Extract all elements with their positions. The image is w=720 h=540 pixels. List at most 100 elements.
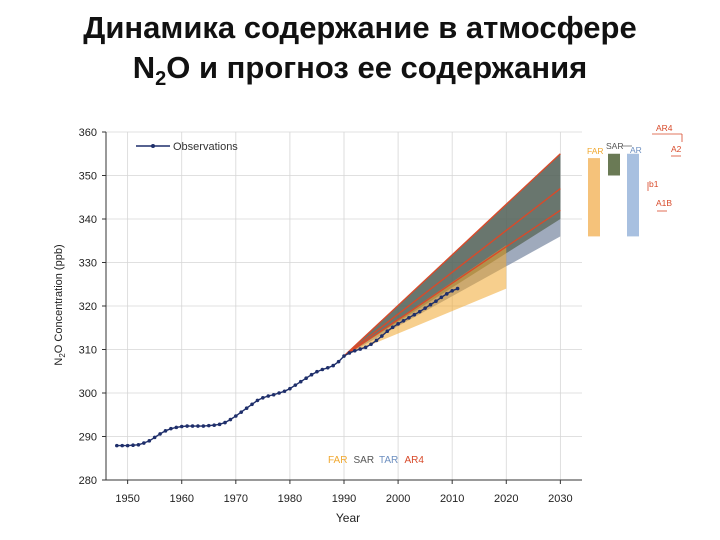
observation-point <box>374 338 379 343</box>
y-tick-label: 310 <box>79 345 97 357</box>
sar-range-bar <box>608 153 620 176</box>
observation-point <box>142 441 146 445</box>
observation-point <box>163 429 168 433</box>
observation-point <box>206 423 211 428</box>
y-tick-label: 300 <box>79 388 97 400</box>
a1b-label: A1B <box>656 198 672 208</box>
x-axis-label: Year <box>336 511 360 525</box>
x-tick-label: 1950 <box>115 493 139 505</box>
x-tick-label: 2010 <box>440 493 464 505</box>
y-tick-label: 330 <box>79 258 97 270</box>
observation-point <box>417 309 422 314</box>
y-tick-label: 350 <box>79 171 97 183</box>
ar4-line <box>343 209 561 357</box>
slide-title-subscript: 2 <box>155 68 167 91</box>
observation-point <box>380 334 384 338</box>
x-tick-label: 2030 <box>548 493 572 505</box>
observation-point <box>331 363 335 368</box>
chart-ticks: 280 290 300 310 320 330 340 350 360 1950 1960 1970 1… <box>79 127 573 505</box>
observation-point <box>277 391 281 395</box>
observation-point <box>250 402 254 407</box>
observation-point <box>390 325 395 330</box>
observation-point <box>320 367 325 372</box>
ar4-header-label: AR4 <box>656 123 673 133</box>
slide-title: Динамика содержание в атмосфере N2O и пр… <box>0 8 720 99</box>
observation-point <box>169 426 173 431</box>
legend-observations-marker <box>151 144 155 148</box>
observation-point <box>147 439 152 443</box>
observation-point <box>363 345 368 350</box>
x-tick-label: 1980 <box>278 493 302 505</box>
y-tick-label: 280 <box>79 475 97 487</box>
tar-range-bar <box>627 153 639 237</box>
observation-point <box>309 372 314 377</box>
observation-point <box>223 420 227 425</box>
ar4-line <box>343 187 561 357</box>
observation-point <box>239 410 244 414</box>
observation-point <box>434 299 438 304</box>
projection-legend-ar4: AR4 <box>405 455 425 466</box>
sar-bar-label: SAR <box>606 141 623 151</box>
y-tick-label: 290 <box>79 432 97 444</box>
a2-label: A2 <box>671 144 682 154</box>
observation-point <box>131 443 135 448</box>
y-tick-label: 360 <box>79 127 97 139</box>
observation-point <box>396 322 400 326</box>
far-bar-label: FAR <box>587 146 604 156</box>
observation-point <box>179 424 184 429</box>
observation-point <box>450 288 454 293</box>
observation-point <box>266 394 271 398</box>
observation-point <box>325 365 330 370</box>
observation-point <box>304 376 308 381</box>
side-bars: AR4 FAR SAR AR A2 b1 A1B <box>587 123 683 237</box>
observation-point <box>288 386 292 391</box>
observation-point <box>255 398 260 403</box>
observation-point <box>369 342 373 347</box>
observation-point <box>125 443 130 448</box>
observation-point <box>174 425 179 430</box>
observation-point <box>293 383 298 387</box>
observation-point <box>201 424 206 428</box>
observations-line <box>116 287 458 447</box>
observation-point <box>439 295 444 300</box>
tar-bar-label: AR <box>630 145 642 155</box>
x-tick-label: 1990 <box>332 493 356 505</box>
observation-point <box>120 443 125 448</box>
observation-point <box>261 395 265 400</box>
x-tick-label: 1960 <box>169 493 193 505</box>
slide-title-rest: O и прогноз ее содержания <box>166 50 588 85</box>
slide-title-line1: Динамика содержание в атмосфере <box>83 10 637 45</box>
b1-label: b1 <box>649 179 659 189</box>
observation-point <box>244 406 249 411</box>
y-axis-label: N2O Concentration (ppb) <box>53 244 67 365</box>
observation-point <box>228 417 233 422</box>
observation-point <box>347 351 352 355</box>
observation-point <box>298 379 303 384</box>
observation-point <box>358 347 363 351</box>
projection-legend-sar: SAR <box>354 455 375 466</box>
observation-point <box>234 414 238 418</box>
observations-series <box>115 286 460 448</box>
observation-point <box>212 423 216 427</box>
y-tick-label: 320 <box>79 301 97 313</box>
chart-legend: Observations FAR SAR TAR AR4 <box>136 141 424 466</box>
observation-point <box>196 424 200 428</box>
observation-point <box>336 359 341 364</box>
observation-point <box>401 318 406 323</box>
observation-point <box>158 432 162 436</box>
observation-point <box>315 369 319 374</box>
observation-point <box>190 424 195 428</box>
observation-point <box>271 392 276 397</box>
projection-legend-far: FAR <box>328 455 347 466</box>
ar4-lines <box>343 153 561 357</box>
y-tick-label: 340 <box>79 214 97 226</box>
observation-point <box>444 292 449 296</box>
observation-point <box>353 349 357 353</box>
observation-point <box>185 424 189 428</box>
x-tick-label: 2000 <box>386 493 410 505</box>
observation-point <box>455 286 460 291</box>
observation-point <box>423 306 427 310</box>
observation-point <box>407 315 411 320</box>
x-tick-label: 2020 <box>494 493 518 505</box>
